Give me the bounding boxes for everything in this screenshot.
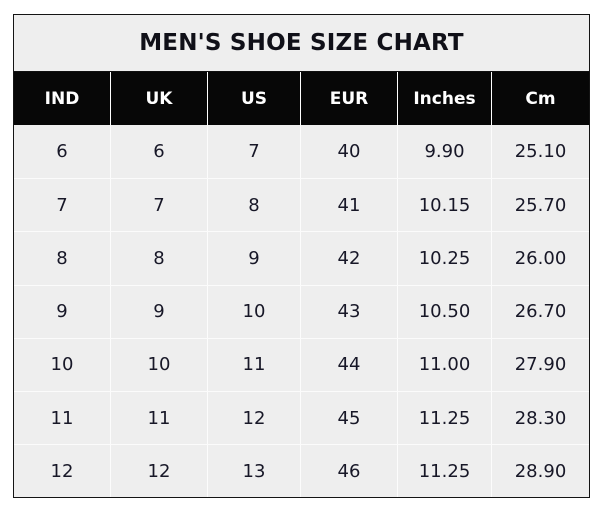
cell-ind: 9 — [14, 285, 111, 338]
cell-uk: 11 — [111, 391, 208, 445]
column-header-inches[interactable]: Inches — [398, 72, 492, 125]
chart-title-row: MEN'S SHOE SIZE CHART — [14, 15, 589, 72]
cell-inches: 11.25 — [398, 391, 492, 445]
cell-inches: 10.50 — [398, 285, 492, 338]
cell-uk: 6 — [111, 125, 208, 179]
table-row: 12 12 13 46 11.25 28.90 — [14, 444, 589, 498]
cell-eur: 43 — [301, 285, 398, 338]
cell-us: 8 — [208, 179, 301, 232]
cell-inches: 10.15 — [398, 179, 492, 232]
cell-uk: 7 — [111, 179, 208, 232]
cell-eur: 46 — [301, 445, 398, 498]
column-header-us[interactable]: US — [208, 72, 301, 125]
cell-ind: 12 — [14, 445, 111, 498]
cell-cm: 26.70 — [514, 301, 567, 323]
cell-eur: 41 — [301, 179, 398, 232]
cell-us: 13 — [208, 445, 301, 498]
cell-cm: 25.70 — [514, 194, 567, 216]
cell-eur: 45 — [301, 391, 398, 445]
cell-inches: 11.00 — [398, 338, 492, 391]
table-row: 10 10 11 44 11.00 27.90 — [14, 337, 589, 391]
cell-us: 7 — [208, 125, 301, 179]
cell-inches: 11.25 — [398, 445, 492, 498]
cell-ind: 6 — [14, 125, 111, 179]
column-header-uk[interactable]: UK — [111, 72, 208, 125]
cell-eur: 42 — [301, 232, 398, 285]
cell-uk: 9 — [111, 285, 208, 338]
cell-uk: 12 — [111, 445, 208, 498]
cell-ind: 10 — [14, 338, 111, 391]
column-header-cm[interactable]: Cm — [525, 88, 556, 109]
table-header-row: IND UK US EUR Inches Cm — [14, 72, 589, 125]
shoe-size-chart-table: MEN'S SHOE SIZE CHART IND UK US EUR Inches Cm… — [13, 14, 590, 499]
cell-eur: 40 — [301, 125, 398, 179]
table-row: 7 7 8 41 10.15 25.70 — [14, 178, 589, 232]
cell-us: 10 — [208, 285, 301, 338]
table-body: 6 6 7 40 9.90 25.10 7 7 8 41 10.15 25.70 8 8 9 42 10.25 2… — [14, 125, 589, 498]
cell-cm: 26.00 — [514, 247, 567, 269]
column-header-eur[interactable]: EUR — [301, 72, 398, 125]
page-title: MEN'S SHOE SIZE CHART — [139, 29, 464, 56]
table-row: 8 8 9 42 10.25 26.00 — [14, 231, 589, 285]
cell-us: 11 — [208, 338, 301, 391]
cell-cm: 25.10 — [514, 141, 567, 163]
table-row: 9 9 10 43 10.50 26.70 — [14, 284, 589, 338]
cell-ind: 8 — [14, 232, 111, 285]
cell-ind: 11 — [14, 391, 111, 445]
cell-eur: 44 — [301, 338, 398, 391]
cell-inches: 10.25 — [398, 232, 492, 285]
cell-cm: 27.90 — [514, 354, 567, 376]
cell-us: 9 — [208, 232, 301, 285]
cell-uk: 10 — [111, 338, 208, 391]
column-header-ind[interactable]: IND — [14, 72, 111, 125]
cell-uk: 8 — [111, 232, 208, 285]
cell-inches: 9.90 — [398, 125, 492, 179]
cell-ind: 7 — [14, 179, 111, 232]
table-row: 6 6 7 40 9.90 25.10 — [14, 125, 589, 179]
cell-us: 12 — [208, 391, 301, 445]
cell-cm: 28.90 — [514, 460, 567, 482]
cell-cm: 28.30 — [514, 407, 567, 429]
table-row: 11 11 12 45 11.25 28.30 — [14, 390, 589, 445]
